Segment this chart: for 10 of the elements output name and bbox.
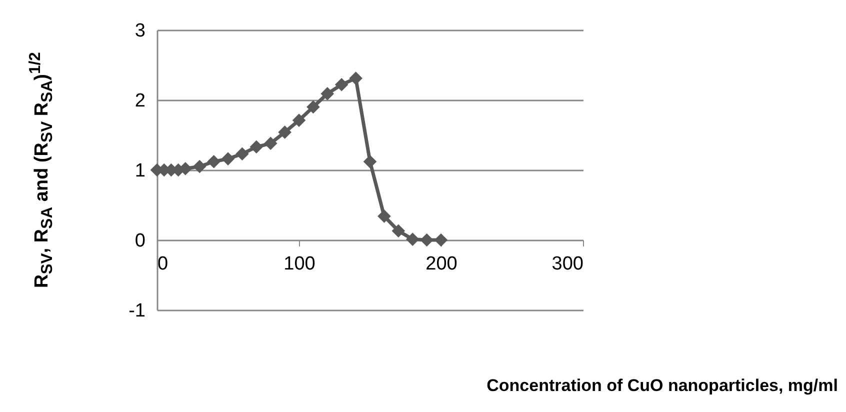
x-tick-label: 300 xyxy=(552,254,584,274)
y-tick-label: 0 xyxy=(134,230,146,252)
y-tick-label: -1 xyxy=(128,300,146,322)
y-tick-label: 1 xyxy=(134,160,146,182)
x-axis-title: Concentration of CuO nanoparticles, mg/ml xyxy=(486,376,838,396)
x-tick-label: 200 xyxy=(426,254,458,274)
x-tick-label: 100 xyxy=(284,254,316,274)
y-tick-label: 3 xyxy=(134,20,146,42)
x-tick-label: 0 xyxy=(158,254,168,274)
y-tick-label: 2 xyxy=(134,90,146,112)
